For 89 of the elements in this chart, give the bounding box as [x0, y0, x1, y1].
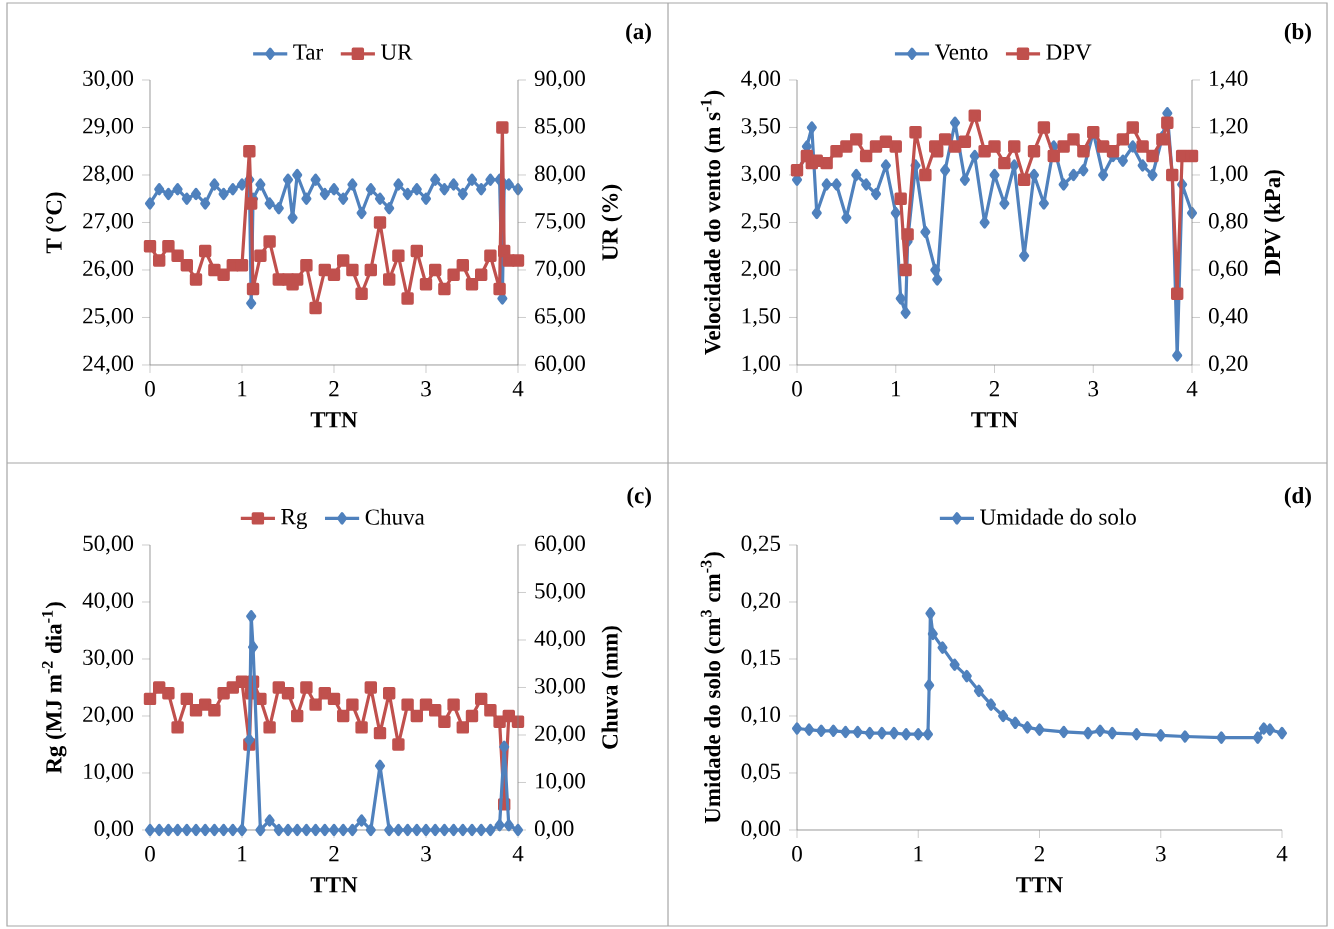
x-tick-label: 3: [1088, 381, 1099, 397]
y-tick-label: 0,15: [741, 649, 781, 669]
text: (b): [1284, 23, 1311, 44]
y-tick-label: 3,50: [741, 118, 781, 137]
y-tick-label: 3,00: [741, 165, 781, 185]
x-tick-label: 4: [512, 381, 524, 397]
legend-label: Umidade do solo: [980, 508, 1136, 525]
y2-tick-label: 90,00: [534, 70, 585, 90]
y2-tick-label: 50,00: [535, 583, 585, 602]
x-axis-title: TTN: [310, 412, 358, 428]
x-axis-title: TTN: [971, 412, 1018, 428]
y-axis-title: T (°C): [45, 192, 67, 254]
y-tick-label: 20,00: [83, 706, 134, 726]
x-tick-label: 0: [792, 846, 802, 862]
y-tick-label: 26,00: [83, 260, 134, 280]
y-tick-label: 4,00: [741, 70, 781, 90]
y2-tick-label: 70,00: [535, 260, 585, 280]
x-tick-label: 3: [1156, 846, 1166, 862]
x-axis-title: TTN: [310, 877, 358, 893]
x-tick-label: 0: [145, 381, 155, 397]
y-tick-label: 0,20: [741, 592, 781, 612]
y2-axis-title: UR (%): [601, 184, 623, 261]
y-tick-label: 2,00: [741, 260, 781, 280]
y-axis-title: Umidade do solo (cm$^{3}$ cm$^{-3}$): [700, 552, 725, 824]
y2-tick-label: 0,00: [534, 820, 574, 840]
y-tick-label: 29,00: [83, 118, 134, 137]
y2-tick-label: 1,40: [1210, 70, 1248, 90]
y-tick-label: 28,00: [83, 165, 134, 185]
x-tick-label: 4: [512, 846, 524, 862]
legend-label: DPV: [1046, 44, 1092, 60]
y-tick-label: 50,00: [83, 535, 134, 555]
y-tick-label: 1,50: [742, 308, 781, 327]
y2-tick-label: 40,00: [534, 630, 585, 650]
y2-tick-label: 20,00: [535, 725, 585, 745]
legend-label: Tar: [293, 44, 324, 60]
legend-label: Rg: [281, 509, 307, 530]
x-tick-label: 1: [238, 381, 247, 397]
legend-label: Chuva: [365, 508, 425, 525]
x-tick-label: 1: [238, 846, 247, 862]
y-tick-label: 25,00: [83, 308, 134, 327]
x-tick-label: 4: [1276, 846, 1288, 862]
y-tick-label: 0,00: [94, 820, 134, 840]
text: (c): [627, 487, 651, 508]
x-tick-label: 2: [329, 846, 339, 862]
y2-tick-label: 60,00: [535, 355, 585, 375]
y-tick-label: 30,00: [83, 70, 134, 90]
y-tick-label: 40,00: [82, 592, 134, 612]
x-tick-label: 2: [329, 381, 339, 397]
x-tick-label: 4: [1186, 381, 1198, 397]
y-tick-label: 0,25: [741, 535, 781, 555]
x-tick-label: 3: [421, 381, 431, 397]
y-axis-title: Rg (MJ m$^{-2}$ dia$^{-1}$): [42, 602, 67, 774]
legend-label: UR: [380, 44, 413, 60]
x-tick-label: 3: [421, 846, 431, 862]
y2-tick-label: 0,60: [1208, 260, 1248, 280]
y2-tick-label: 60,00: [535, 535, 585, 555]
x-tick-label: 2: [989, 381, 999, 397]
y2-tick-label: 0,20: [1208, 355, 1248, 375]
y-tick-label: 0,00: [741, 820, 781, 840]
y-tick-label: 0,05: [741, 763, 781, 783]
y2-tick-label: 0,80: [1208, 213, 1248, 232]
y-tick-label: 10,00: [84, 763, 134, 783]
y-tick-label: 24,00: [83, 355, 134, 375]
x-axis-title: TTN: [1016, 877, 1063, 893]
y2-tick-label: 65,00: [535, 308, 585, 327]
text: (a): [626, 23, 651, 44]
y-tick-label: 30,00: [83, 649, 134, 669]
y-tick-label: 1,00: [742, 355, 781, 375]
y2-tick-label: 75,00: [535, 213, 585, 232]
text: (d): [1284, 487, 1311, 508]
x-tick-label: 1: [892, 381, 901, 397]
y2-tick-label: 1,20: [1210, 118, 1248, 137]
legend-label: Vento: [934, 44, 988, 60]
y2-tick-label: 85,00: [534, 118, 585, 137]
y2-tick-label: 0,40: [1208, 308, 1248, 327]
y2-tick-label: 30,00: [535, 678, 585, 697]
y2-tick-label: 80,00: [534, 165, 585, 185]
x-tick-label: 2: [1034, 846, 1044, 862]
y-tick-label: 27,00: [83, 213, 134, 232]
y2-axis-title: Chuva (mm): [601, 626, 623, 749]
y2-axis-title: DPV (kPa): [1264, 170, 1285, 276]
x-tick-label: 0: [145, 846, 155, 862]
y-tick-label: 2,50: [741, 213, 781, 232]
y-axis-title: Velocidade do vento (m s$^{-1}$): [700, 90, 725, 355]
y-tick-label: 0,10: [741, 706, 781, 726]
x-tick-label: 1: [914, 846, 923, 862]
y2-tick-label: 1,00: [1210, 165, 1248, 185]
x-tick-label: 0: [792, 381, 802, 397]
y2-tick-label: 10,00: [536, 773, 585, 792]
